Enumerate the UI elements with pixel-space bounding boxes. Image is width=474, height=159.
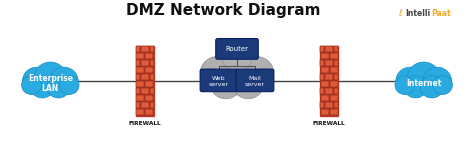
Circle shape: [404, 76, 427, 98]
Bar: [329, 67, 337, 73]
Circle shape: [408, 62, 440, 93]
Text: Web: Web: [212, 76, 226, 81]
Circle shape: [211, 46, 263, 95]
Text: FIREWALL: FIREWALL: [128, 121, 161, 126]
Circle shape: [30, 76, 54, 98]
Bar: [320, 46, 324, 52]
Circle shape: [200, 68, 221, 88]
Text: Internet: Internet: [406, 79, 441, 88]
Bar: [320, 102, 324, 108]
Bar: [334, 46, 338, 52]
Bar: [320, 46, 338, 116]
Circle shape: [47, 76, 70, 98]
Text: Paat: Paat: [432, 9, 451, 18]
Bar: [141, 102, 149, 108]
Bar: [136, 88, 140, 94]
Circle shape: [22, 76, 41, 95]
Bar: [150, 74, 154, 80]
Bar: [145, 95, 154, 101]
Bar: [145, 67, 154, 73]
Bar: [136, 74, 140, 80]
Bar: [137, 67, 145, 73]
Text: DMZ Network Diagram: DMZ Network Diagram: [126, 3, 320, 18]
Bar: [145, 81, 154, 87]
Text: ℓ: ℓ: [399, 9, 402, 18]
Bar: [329, 81, 337, 87]
Bar: [141, 88, 149, 94]
Bar: [329, 53, 337, 59]
Text: server: server: [209, 82, 229, 87]
Bar: [325, 88, 333, 94]
Bar: [136, 102, 140, 108]
Bar: [320, 95, 329, 101]
Bar: [150, 46, 154, 52]
FancyBboxPatch shape: [216, 38, 258, 59]
Bar: [145, 109, 154, 115]
Circle shape: [396, 67, 425, 95]
Circle shape: [239, 56, 274, 90]
FancyBboxPatch shape: [236, 69, 274, 92]
Circle shape: [59, 76, 79, 95]
Text: FIREWALL: FIREWALL: [313, 121, 346, 126]
Bar: [320, 67, 329, 73]
Bar: [329, 109, 337, 115]
Bar: [137, 109, 145, 115]
Circle shape: [395, 76, 415, 95]
Text: server: server: [245, 82, 265, 87]
Circle shape: [253, 68, 274, 88]
Bar: [325, 102, 333, 108]
Bar: [137, 81, 145, 87]
Bar: [329, 95, 337, 101]
Bar: [325, 74, 333, 80]
Text: Enterprise: Enterprise: [28, 74, 73, 83]
Bar: [320, 88, 324, 94]
Bar: [334, 74, 338, 80]
Bar: [141, 74, 149, 80]
FancyBboxPatch shape: [200, 69, 238, 92]
Circle shape: [210, 70, 241, 99]
Text: LAN: LAN: [42, 84, 59, 93]
Bar: [136, 46, 140, 52]
Bar: [150, 102, 154, 108]
Bar: [320, 74, 324, 80]
Bar: [145, 53, 154, 59]
Bar: [136, 46, 154, 116]
Bar: [150, 88, 154, 94]
Circle shape: [420, 76, 444, 98]
Circle shape: [423, 67, 452, 95]
Circle shape: [433, 76, 452, 95]
Bar: [141, 46, 149, 52]
Text: Intelli: Intelli: [405, 9, 430, 18]
Bar: [320, 53, 329, 59]
Bar: [320, 81, 329, 87]
Bar: [334, 102, 338, 108]
Circle shape: [49, 67, 78, 95]
Circle shape: [200, 56, 235, 90]
Circle shape: [233, 70, 264, 99]
Bar: [334, 88, 338, 94]
Circle shape: [22, 67, 51, 95]
Bar: [334, 60, 338, 66]
Bar: [320, 60, 324, 66]
Circle shape: [34, 62, 66, 93]
Text: Mail: Mail: [248, 76, 261, 81]
Bar: [136, 60, 140, 66]
Bar: [325, 46, 333, 52]
Text: Router: Router: [226, 46, 248, 52]
Bar: [325, 60, 333, 66]
Bar: [150, 60, 154, 66]
Bar: [137, 53, 145, 59]
Bar: [141, 60, 149, 66]
Circle shape: [222, 42, 252, 72]
Bar: [320, 109, 329, 115]
Bar: [137, 95, 145, 101]
